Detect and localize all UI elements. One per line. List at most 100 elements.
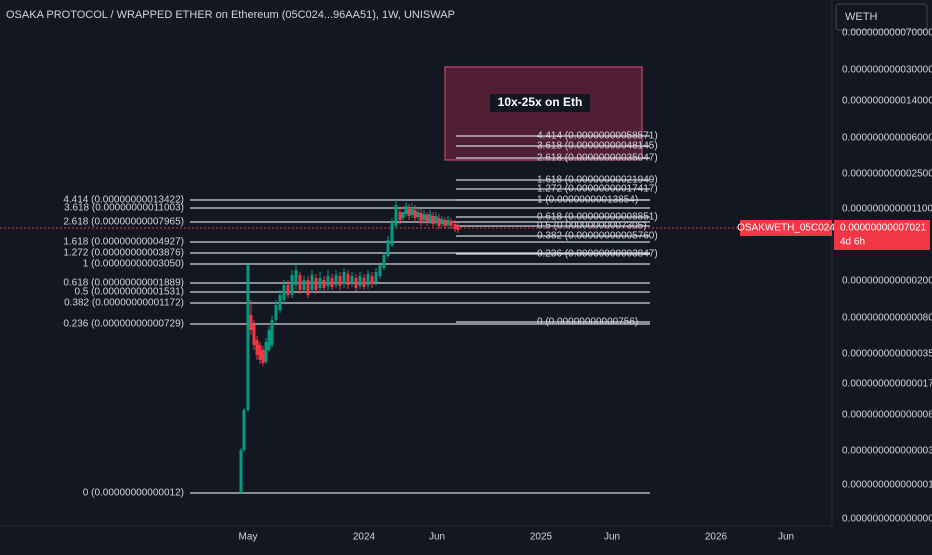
time-axis-label: 2025 [530,532,553,543]
price-axis-label: 0.0000000000140000 [842,96,932,107]
candle-body [434,216,438,222]
price-axis-label: 0.0000000000000006 [842,514,932,525]
candle-body [270,320,274,345]
candle-body [398,212,402,220]
fib-label: 0.618 (0.00000000001889) [63,278,184,289]
candle-body [282,285,286,300]
fib-label: 3.618 (0.00000000011003) [64,203,184,214]
candle-body [378,265,382,276]
fib-label: 2.618 (0.00000000007965) [63,217,184,228]
time-axis-label: Jun [778,532,794,543]
fib-label: 4.414 (0.00000000013422) [63,195,184,206]
candle-body [449,221,453,226]
fib-label: 1 (0.00000000013854) [537,195,638,206]
candle-body [274,305,278,320]
price-tag-symbol: OSAKWETH_05C024 [737,223,835,234]
candle-body [306,280,310,295]
fib-label: 1.618 (0.00000000021949) [537,175,658,186]
chart-title: OSAKA PROTOCOL / WRAPPED ETHER on Ethere… [6,9,455,21]
price-axis-label: 0.0000000000000350 [842,349,932,360]
candle-body [255,340,259,355]
fib-label: 3.618 (0.00000000048145) [537,141,658,152]
candle-body [342,272,346,284]
price-tag-price: 0.00000000007021 [840,223,927,234]
candle-body [382,255,386,268]
candle-body [350,276,354,283]
time-axis-label: 2024 [353,532,376,543]
fib-label: 0.5 (0.00000000001531) [74,287,184,298]
candle-body [374,272,378,282]
candle-body [258,345,262,360]
candle-body [425,215,429,222]
candle-body [298,275,302,290]
candle-body [404,206,408,214]
fib-label: 4.414 (0.00000000058571) [537,131,658,142]
candle-body [354,278,358,288]
candle-body [239,450,243,493]
price-axis-label: 0.0000000000000015 [842,480,932,491]
annotation-box[interactable] [444,66,643,161]
candle-body [370,276,374,284]
candle-body [326,276,330,286]
candle-body [314,278,318,290]
fib-label: 0 (0.00000000000012) [83,488,184,499]
price-axis-label: 0.0000000000000035 [842,446,932,457]
candle-body [366,274,370,285]
annotation-text: 10x-25x on Eth [498,95,583,109]
candle-body [386,240,390,256]
fib-label: 0.382 (0.00000000005760) [537,231,658,242]
candle-body [249,315,253,330]
price-tag-symbol-bg [740,220,832,236]
time-axis-label: Jun [429,532,445,543]
candle-body [302,280,306,290]
fib-label: 0.618 (0.00000000008851) [537,212,658,223]
candle-body [267,330,271,350]
price-axis-label: 0.0000000000000080 [842,410,932,421]
candle-body [428,214,432,221]
candle-body [346,274,350,285]
time-axis-label: 2026 [705,532,728,543]
candle-body [440,219,444,224]
price-axis-label: 0.0000000000002000 [842,276,932,287]
candle-body [394,205,398,226]
price-tag-bg [834,220,930,250]
candle-body [278,295,282,310]
symbol-search[interactable] [835,3,928,31]
fib-label: 0.382 (0.00000000001172) [64,298,184,309]
price-axis-label: 0.0000000000000170 [842,379,932,390]
price-axis-label: 0.0000000000000800 [842,313,932,324]
symbol-search-text[interactable]: WETH [845,11,877,23]
candle-body [453,224,457,229]
candle-body [443,220,447,226]
price-axis-label: 0.0000000000011000 [842,204,932,215]
candle-body [390,222,394,245]
candle-body [362,278,366,287]
candle-body [286,285,290,295]
fib-label: 1.618 (0.00000000004927) [63,237,184,248]
candle-body [264,342,268,362]
price-axis-label: 0.0000000000700000 [842,28,932,39]
time-axis-label: May [239,532,258,543]
candle-body [246,265,250,410]
candle-body [422,214,426,220]
fib-label: 1 (0.00000000003050) [83,259,184,270]
fib-label: 1.272 (0.00000000003876) [63,248,184,259]
candle-body [310,275,314,290]
candle-body [401,212,405,218]
candle-body [437,218,441,226]
fib-label: 0 (0.00000000000756) [537,317,638,328]
fib-label: 1.272 (0.00000000017417) [537,184,658,195]
price-axis-label: 0.0000000000300000 [842,65,932,76]
candle-body [431,216,435,224]
candle-body [413,210,417,218]
candle-body [294,270,298,285]
candle-body [407,208,411,216]
price-tag-countdown: 4d 6h [840,237,865,248]
candle-body [330,278,334,287]
candle-body [416,212,420,217]
candle-body [456,226,460,230]
candle-body [334,275,338,285]
candle-body [419,213,423,222]
